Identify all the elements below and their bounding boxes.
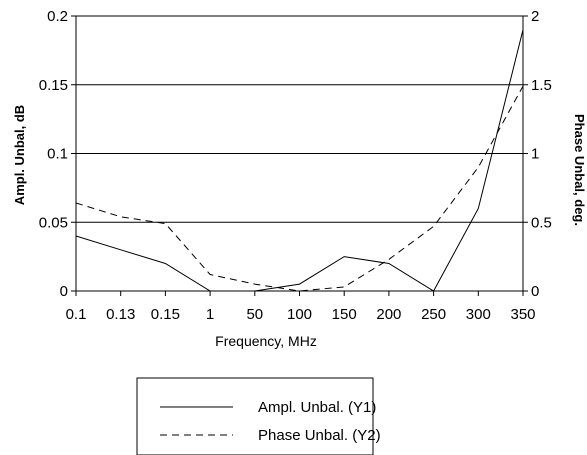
y-tick-label: 0 bbox=[60, 283, 68, 300]
legend-label-ampl: Ampl. Unbal. (Y1) bbox=[258, 399, 376, 416]
y-tick-label: 0.1 bbox=[47, 146, 68, 163]
x-tick-label: 350 bbox=[510, 306, 535, 323]
legend: Ampl. Unbal. (Y1) Phase Unbal. (Y2) bbox=[136, 377, 381, 455]
x-tick-label: 1 bbox=[206, 306, 214, 323]
y-axis-title: Ampl. Unbal, dB bbox=[12, 105, 27, 205]
x-tick-label: 0.1 bbox=[66, 306, 87, 323]
legend-box bbox=[136, 377, 374, 455]
y2-tick-label: 2 bbox=[531, 8, 539, 25]
x-tick-label: 200 bbox=[376, 306, 401, 323]
x-tick-label: 0.13 bbox=[106, 306, 135, 323]
series-line-ampl-unbal bbox=[75, 29, 524, 292]
legend-label-phase: Phase Unbal. (Y2) bbox=[258, 427, 381, 444]
x-tick-label: 0.15 bbox=[151, 306, 180, 323]
y-tick-label: 0.05 bbox=[39, 214, 68, 231]
y2-tick-label: 0.5 bbox=[531, 214, 552, 231]
y2-tick-label: 1.5 bbox=[531, 77, 552, 94]
series-lines bbox=[75, 29, 524, 292]
series-line-phase-unbal bbox=[75, 85, 524, 292]
y-tick-label: 0.2 bbox=[47, 8, 68, 25]
y-tick-label: 0.15 bbox=[39, 77, 68, 94]
gridlines bbox=[76, 84, 523, 223]
x-tick-label: 250 bbox=[421, 306, 446, 323]
x-axis-title: Frequency, MHz bbox=[215, 333, 317, 349]
y2-axis-title: Phase Unbal, deg. bbox=[572, 114, 587, 226]
y2-tick-label: 0 bbox=[531, 283, 539, 300]
x-tick-label: 150 bbox=[332, 306, 357, 323]
axis-ticks: 0 00.05 0.50.1 10.15 1.50.2 20.1 0.13 0.15 1 50 10… bbox=[39, 8, 552, 323]
y2-tick-label: 1 bbox=[531, 146, 539, 163]
x-tick-label: 100 bbox=[287, 306, 312, 323]
x-tick-label: 300 bbox=[466, 306, 491, 323]
x-tick-label: 50 bbox=[246, 306, 263, 323]
